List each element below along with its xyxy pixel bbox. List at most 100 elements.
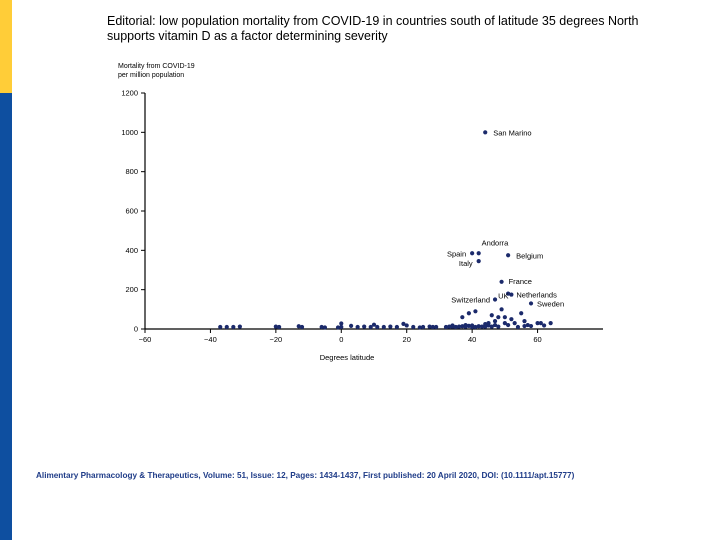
data-point [506, 322, 511, 328]
brand-bar [0, 93, 12, 540]
x-tick-label: −20 [269, 335, 282, 344]
data-point [548, 321, 553, 326]
data-point [322, 325, 328, 330]
point-label: Belgium [516, 251, 543, 260]
data-point [492, 322, 498, 328]
data-point [476, 324, 481, 329]
data-point [381, 324, 386, 330]
data-point [519, 311, 524, 316]
data-point [401, 321, 406, 326]
data-point [218, 324, 223, 330]
y-tick-label: 200 [125, 285, 138, 294]
data-point [273, 324, 278, 329]
point-label: Switzerland [451, 296, 490, 305]
data-point [512, 321, 517, 326]
data-point-switzerland [492, 297, 498, 302]
data-point [515, 324, 521, 330]
data-point-uk [506, 291, 511, 296]
data-point [483, 321, 488, 327]
point-label: Andorra [482, 238, 510, 247]
point-label: San Marino [493, 128, 531, 137]
data-point [319, 324, 324, 330]
point-label: Netherlands [516, 291, 557, 300]
data-point [434, 324, 439, 330]
data-point [538, 321, 543, 326]
data-point-belgium [506, 253, 511, 258]
data-point [489, 324, 494, 329]
data-point [542, 323, 547, 328]
accent-bar [0, 0, 12, 93]
data-point [339, 321, 344, 326]
data-point-france [499, 279, 504, 284]
point-label: Italy [459, 259, 473, 268]
x-tick-label: 0 [339, 335, 343, 344]
y-axis-label-line-2: per million population [118, 72, 184, 79]
data-point [499, 307, 504, 312]
y-tick-label: 800 [125, 167, 138, 176]
y-tick-label: 0 [134, 325, 138, 334]
data-point [443, 324, 449, 330]
y-tick-label: 600 [125, 207, 138, 216]
data-point [335, 325, 341, 330]
data-point [450, 324, 455, 329]
data-point [355, 324, 360, 330]
x-tick-label: 60 [533, 335, 541, 344]
data-point [296, 324, 301, 329]
data-point [231, 324, 236, 330]
data-point-italy [476, 259, 481, 264]
data-point [388, 324, 393, 329]
data-point [502, 315, 507, 320]
data-point [522, 319, 527, 324]
data-point [486, 323, 491, 328]
data-point [349, 323, 354, 328]
data-point [371, 322, 377, 327]
data-point [525, 322, 530, 328]
data-point [420, 324, 426, 330]
data-point [427, 324, 432, 329]
point-label: France [509, 277, 532, 286]
data-point [522, 323, 527, 329]
data-point [277, 324, 282, 330]
data-point-sweden [528, 301, 534, 306]
data-point [460, 315, 465, 320]
y-tick-label: 400 [125, 246, 138, 255]
data-point [299, 324, 305, 330]
data-point [489, 313, 494, 318]
data-point [479, 324, 485, 329]
data-point [417, 325, 422, 330]
y-tick-label: 1000 [121, 128, 138, 137]
x-tick-label: −60 [139, 335, 152, 344]
data-point [411, 324, 416, 330]
data-point [404, 323, 409, 328]
data-point [375, 324, 380, 330]
data-point [394, 324, 399, 330]
data-point [470, 324, 475, 330]
data-point [528, 323, 534, 329]
data-point [368, 324, 373, 330]
data-point-san-marino [483, 130, 488, 135]
data-point [496, 324, 501, 329]
y-tick-label: 1200 [121, 89, 138, 98]
x-tick-label: 40 [468, 335, 476, 344]
data-point [466, 323, 471, 328]
data-point [339, 324, 344, 330]
data-point [453, 324, 458, 330]
data-point [473, 309, 478, 314]
point-label: UK [498, 292, 508, 301]
data-point-netherlands [509, 292, 514, 297]
point-label: Spain [447, 249, 466, 258]
data-point [447, 324, 452, 329]
data-point [463, 324, 468, 329]
data-point-andorra [476, 251, 481, 256]
data-point [473, 324, 478, 330]
point-label: Sweden [537, 299, 564, 308]
y-axis-label-line-1: Mortality from COVID-19 [118, 63, 195, 70]
data-point [224, 324, 229, 330]
data-point [237, 324, 242, 329]
data-point [456, 324, 462, 329]
x-tick-label: −40 [204, 335, 217, 344]
x-axis-label: Degrees latitude [320, 353, 375, 362]
data-point [502, 321, 507, 326]
